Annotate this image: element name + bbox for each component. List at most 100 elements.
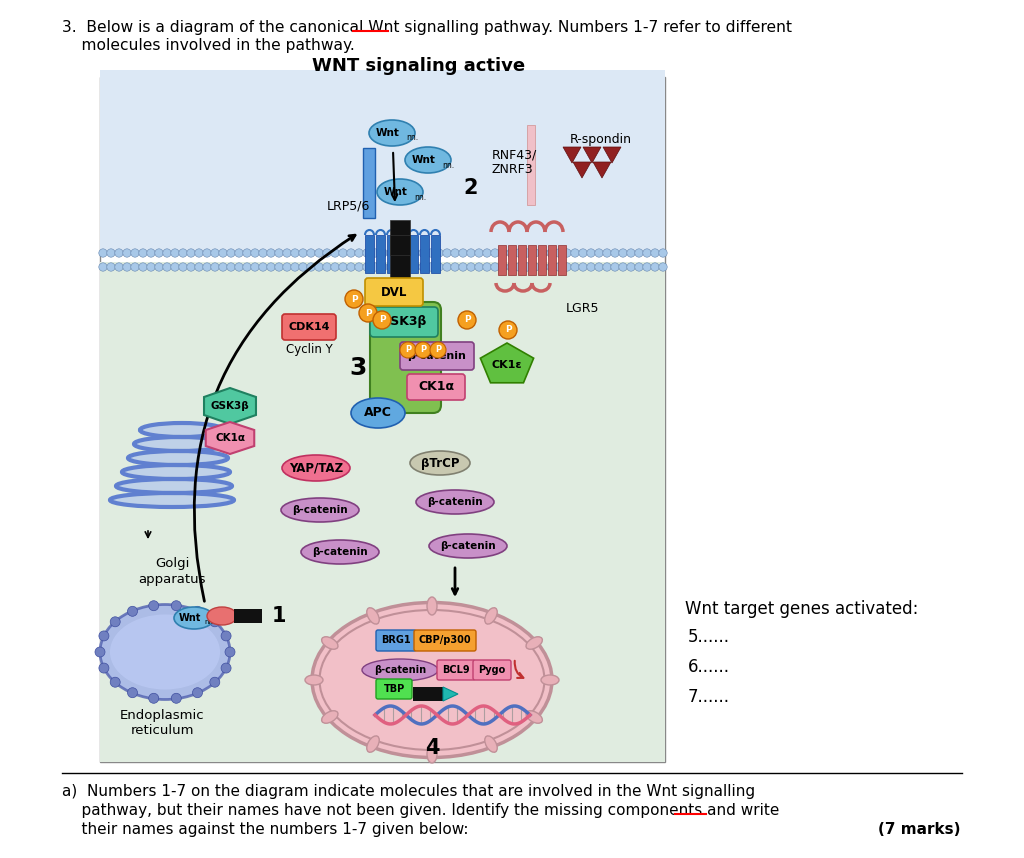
- Circle shape: [210, 617, 220, 627]
- Text: GSK3β: GSK3β: [381, 316, 427, 329]
- Circle shape: [400, 342, 416, 358]
- Ellipse shape: [362, 659, 438, 681]
- Circle shape: [411, 263, 419, 271]
- Ellipse shape: [351, 398, 406, 428]
- Text: WNT signaling active: WNT signaling active: [312, 57, 525, 75]
- Circle shape: [331, 263, 339, 271]
- Text: β-catenin: β-catenin: [440, 541, 496, 551]
- Circle shape: [179, 249, 187, 257]
- Circle shape: [139, 249, 147, 257]
- Circle shape: [387, 263, 395, 271]
- Polygon shape: [204, 388, 256, 424]
- Circle shape: [587, 263, 595, 271]
- Circle shape: [627, 263, 635, 271]
- Circle shape: [146, 249, 156, 257]
- Circle shape: [539, 249, 547, 257]
- FancyBboxPatch shape: [407, 374, 465, 400]
- Bar: [518, 245, 526, 275]
- Text: Wnt: Wnt: [376, 128, 400, 138]
- Circle shape: [179, 263, 187, 271]
- Ellipse shape: [406, 147, 451, 173]
- Ellipse shape: [124, 467, 228, 477]
- Ellipse shape: [110, 614, 220, 690]
- Circle shape: [186, 263, 196, 271]
- Circle shape: [547, 249, 555, 257]
- Circle shape: [515, 249, 523, 257]
- Ellipse shape: [367, 607, 379, 624]
- Text: P: P: [379, 316, 385, 324]
- Circle shape: [402, 263, 412, 271]
- Circle shape: [451, 263, 459, 271]
- FancyBboxPatch shape: [437, 660, 475, 680]
- Circle shape: [435, 249, 443, 257]
- Circle shape: [643, 263, 651, 271]
- Circle shape: [490, 249, 500, 257]
- Text: DVL: DVL: [381, 286, 408, 299]
- Text: nn: nn: [204, 619, 213, 625]
- Text: APC: APC: [365, 407, 392, 420]
- FancyBboxPatch shape: [473, 660, 511, 680]
- Circle shape: [603, 249, 611, 257]
- Text: pathway, but their names have not been given. Identify the missing components an: pathway, but their names have not been g…: [62, 803, 779, 818]
- Ellipse shape: [142, 425, 222, 435]
- Circle shape: [274, 249, 284, 257]
- Ellipse shape: [526, 710, 543, 723]
- Circle shape: [610, 249, 620, 257]
- Circle shape: [658, 249, 668, 257]
- Circle shape: [451, 249, 459, 257]
- Polygon shape: [583, 147, 601, 163]
- Text: their names against the numbers 1-7 given below:: their names against the numbers 1-7 give…: [62, 822, 469, 837]
- Circle shape: [402, 249, 412, 257]
- Circle shape: [523, 263, 531, 271]
- Polygon shape: [603, 147, 621, 163]
- Text: BRG1: BRG1: [381, 635, 411, 645]
- Circle shape: [283, 249, 291, 257]
- Circle shape: [362, 249, 371, 257]
- Circle shape: [155, 249, 163, 257]
- Text: 7......: 7......: [688, 688, 730, 706]
- Circle shape: [499, 263, 507, 271]
- Circle shape: [234, 263, 244, 271]
- Circle shape: [458, 311, 476, 329]
- Bar: [548, 245, 556, 275]
- Circle shape: [186, 249, 196, 257]
- Circle shape: [359, 304, 377, 322]
- Circle shape: [299, 263, 307, 271]
- Circle shape: [259, 263, 267, 271]
- Circle shape: [106, 263, 115, 271]
- Circle shape: [387, 249, 395, 257]
- Circle shape: [339, 263, 347, 271]
- Bar: [100, 262, 665, 762]
- Circle shape: [314, 263, 324, 271]
- Circle shape: [128, 607, 137, 616]
- Circle shape: [467, 263, 475, 271]
- Text: LGR5: LGR5: [566, 301, 599, 315]
- Ellipse shape: [526, 637, 543, 650]
- Circle shape: [595, 249, 603, 257]
- Circle shape: [106, 249, 115, 257]
- Bar: [365, 235, 374, 273]
- Text: P: P: [404, 346, 411, 354]
- Text: molecules involved in the pathway.: molecules involved in the pathway.: [62, 38, 354, 53]
- Circle shape: [482, 263, 492, 271]
- Circle shape: [579, 249, 587, 257]
- Text: (7 marks): (7 marks): [878, 822, 961, 837]
- Ellipse shape: [427, 597, 437, 615]
- Circle shape: [362, 263, 371, 271]
- Circle shape: [658, 263, 668, 271]
- Circle shape: [379, 263, 387, 271]
- Text: Endoplasmic: Endoplasmic: [120, 709, 205, 722]
- Circle shape: [193, 688, 203, 698]
- Text: β-catenin: β-catenin: [408, 351, 467, 361]
- Ellipse shape: [130, 453, 226, 463]
- Circle shape: [435, 263, 443, 271]
- Circle shape: [507, 263, 515, 271]
- Circle shape: [595, 263, 603, 271]
- Circle shape: [427, 263, 435, 271]
- Ellipse shape: [429, 534, 507, 558]
- Text: 5......: 5......: [688, 628, 730, 646]
- Text: CK1α: CK1α: [418, 380, 454, 394]
- Ellipse shape: [118, 481, 230, 491]
- Circle shape: [128, 688, 137, 698]
- Circle shape: [251, 263, 259, 271]
